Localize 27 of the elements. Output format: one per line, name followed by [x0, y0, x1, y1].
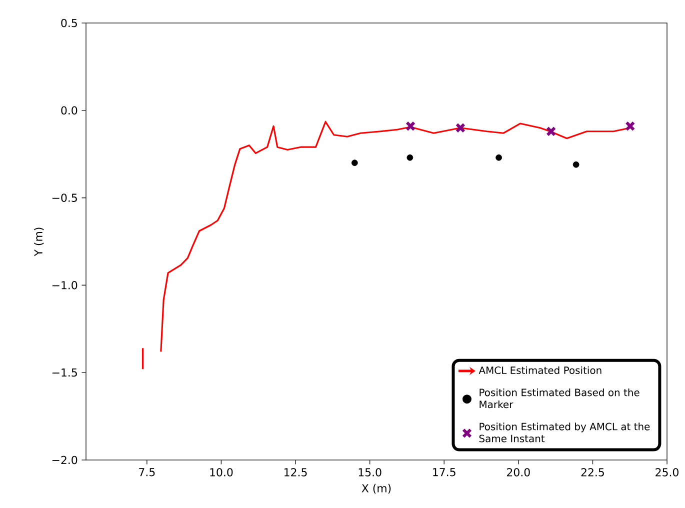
point [351, 160, 358, 166]
y-tick-label: −2.0 [52, 456, 78, 464]
x-tick-label: 25.0 [656, 468, 678, 476]
y-tick-label: −1.0 [52, 281, 78, 290]
x-tick-label: 22.5 [581, 468, 604, 476]
legend-label: AMCL Estimated Position [478, 366, 602, 374]
x-tick-label: 20.0 [507, 468, 530, 476]
point [546, 126, 556, 136]
y-tick-label: 0.5 [61, 18, 77, 28]
legend-label: Position Estimated by AMCL at the Same Instant [479, 422, 650, 442]
point [496, 154, 502, 161]
point [455, 122, 466, 133]
y-axis-title: Y (m) [34, 228, 44, 256]
legend-label: Position Estimated Based on the Marker [480, 388, 640, 408]
x-tick-label: 17.5 [433, 468, 456, 476]
point [572, 161, 580, 168]
point [406, 121, 416, 132]
point [406, 154, 414, 161]
x-tick-label: 15.0 [358, 468, 382, 476]
x-tick-label: 10.0 [210, 468, 233, 476]
x-axis-title: X (m) [362, 484, 391, 494]
y-tick-label: −0.5 [52, 194, 77, 202]
x-tick-label: 7.5 [139, 468, 155, 476]
point [625, 121, 636, 132]
y-tick-label: 0.0 [61, 106, 78, 115]
x-tick-label: 12.5 [284, 468, 307, 476]
y-tick-label: −1.5 [52, 368, 77, 377]
